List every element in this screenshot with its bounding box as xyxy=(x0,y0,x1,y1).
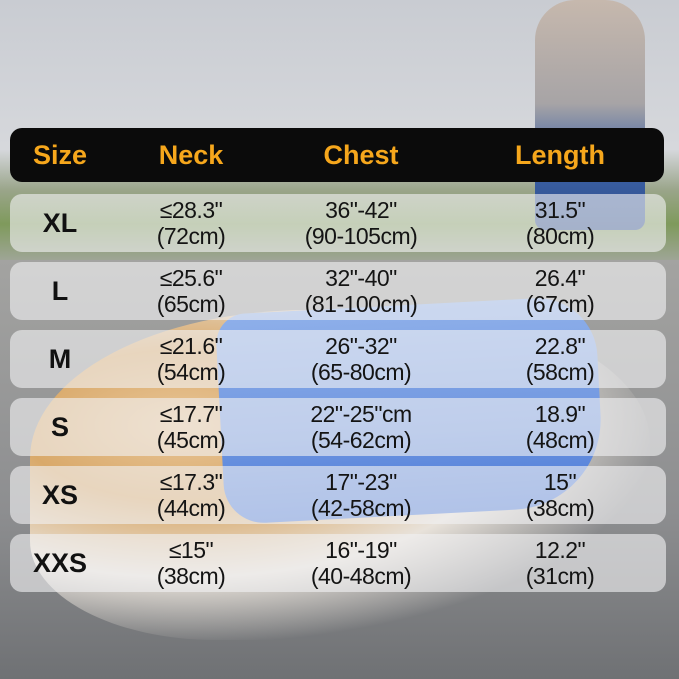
chest-inches: 32"-40" xyxy=(325,265,397,291)
neck-value: ≤28.3" (72cm) xyxy=(157,194,226,252)
size-row: XXS ≤15" (38cm) 16"-19" (40-48cm) 12.2" (31… xyxy=(10,534,666,592)
neck-value: ≤17.3" (44cm) xyxy=(157,466,226,524)
neck-cm: (44cm) xyxy=(156,495,226,521)
size-row: XL ≤28.3" (72cm) 36"-42" (90-105cm) 31.5"(… xyxy=(10,194,666,252)
length-inches: 31.5" xyxy=(534,197,586,223)
size-chart-header: Size Neck Chest Length xyxy=(10,128,664,182)
length-cm: (58cm) xyxy=(525,359,595,385)
length-value: 31.5" (80cm) xyxy=(526,194,595,252)
chest-value: 32"-40" (81-100cm) xyxy=(305,262,418,320)
neck-value: ≤17.7" (45cm) xyxy=(157,398,226,456)
length-cm: (67cm) xyxy=(525,291,595,317)
length-value: 26.4" (67cm) xyxy=(526,262,595,320)
length-value: 12.2" (31cm) xyxy=(526,534,595,592)
size-label: L xyxy=(51,275,69,306)
length-inches: 15" xyxy=(543,469,577,495)
chest-inches: 22"-25"cm xyxy=(310,401,412,427)
length-inches: 18.9" xyxy=(534,401,586,427)
neck-value: ≤21.6" (54cm) xyxy=(157,330,226,388)
neck-inches: ≤21.6" xyxy=(159,333,223,359)
size-label: M xyxy=(48,343,72,374)
length-inches: 26.4" xyxy=(534,265,586,291)
neck-cm: (72cm) xyxy=(156,223,226,249)
header-size: Size xyxy=(32,139,88,170)
length-cm: (48cm) xyxy=(525,427,595,453)
neck-inches: ≤15" xyxy=(168,537,214,563)
size-label: XXS xyxy=(32,547,88,578)
chest-inches: 17"-23" xyxy=(325,469,397,495)
neck-inches: ≤25.6" xyxy=(159,265,223,291)
size-row: L ≤25.6" (65cm) 32"-40" (81-100cm) 26.4" (6… xyxy=(10,262,666,320)
length-inches: 22.8" xyxy=(534,333,586,359)
header-chest: Chest xyxy=(323,139,399,170)
chest-inches: 36"-42" xyxy=(325,197,397,223)
size-label: S xyxy=(50,411,70,442)
chest-inches: 16"-19" xyxy=(325,537,397,563)
header-length: Length xyxy=(515,139,605,170)
length-value: 15" (38cm) xyxy=(526,466,595,524)
header-neck: Neck xyxy=(158,139,224,170)
chest-cm: (40-48cm) xyxy=(310,563,412,589)
neck-cm: (45cm) xyxy=(156,427,226,453)
chest-value: 36"-42" (90-105cm) xyxy=(305,194,418,252)
neck-cm: (54cm) xyxy=(156,359,226,385)
chest-value: 26"-32" (65-80cm) xyxy=(310,330,412,388)
length-cm: (80cm) xyxy=(525,223,595,249)
size-label: XL xyxy=(42,207,78,238)
size-label: XS xyxy=(41,479,79,510)
chest-value: 22"-25"cm (54-62cm) xyxy=(310,398,412,456)
chest-cm: (81-100cm) xyxy=(304,291,418,317)
chest-value: 17"-23" (42-58cm) xyxy=(310,466,412,524)
chest-cm: (54-62cm) xyxy=(310,427,412,453)
size-row: M ≤21.6" (54cm) 26"-32" (65-80cm) 22.8" (58… xyxy=(10,330,666,388)
chest-cm: (42-58cm) xyxy=(310,495,412,521)
neck-inches: ≤17.3" xyxy=(159,469,223,495)
size-row: S ≤17.7" (45cm) 22"-25"cm (54-62cm) 18.9"(… xyxy=(10,398,666,456)
length-cm: (38cm) xyxy=(525,495,595,521)
person-walking xyxy=(535,0,645,230)
neck-inches: ≤17.7" xyxy=(159,401,223,427)
chest-cm: (90-105cm) xyxy=(304,223,418,249)
neck-value: ≤15" (38cm) xyxy=(157,534,226,592)
neck-inches: ≤28.3" xyxy=(159,197,223,223)
neck-cm: (38cm) xyxy=(156,563,226,589)
length-value: 18.9" (48cm) xyxy=(526,398,595,456)
length-inches: 12.2" xyxy=(534,537,586,563)
neck-value: ≤25.6" (65cm) xyxy=(157,262,226,320)
length-value: 22.8" (58cm) xyxy=(526,330,595,388)
chest-inches: 26"-32" xyxy=(325,333,397,359)
size-row: XS ≤17.3" (44cm) 17"-23" (42-58cm) 15" (38c… xyxy=(10,466,666,524)
chest-cm: (65-80cm) xyxy=(310,359,412,385)
neck-cm: (65cm) xyxy=(156,291,226,317)
length-cm: (31cm) xyxy=(525,563,595,589)
chest-value: 16"-19" (40-48cm) xyxy=(310,534,412,592)
